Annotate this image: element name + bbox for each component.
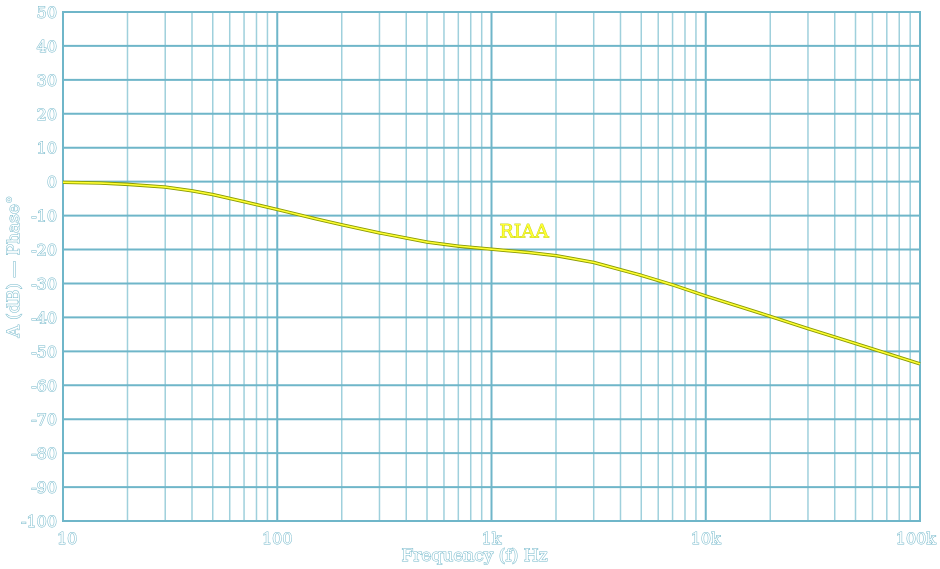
y-tick-label: 30 bbox=[37, 71, 57, 90]
y-tick-label: -30 bbox=[31, 274, 57, 293]
plot-frame bbox=[62, 11, 921, 522]
y-tick-labels: 50 40 30 20 10 0 -10 -20 -30 -40 -50 -60 -70 -80 -90 -1… bbox=[21, 3, 58, 532]
y-tick-label: 0 bbox=[47, 173, 57, 192]
y-tick-label: 40 bbox=[37, 37, 57, 56]
x-tick-label: 10 bbox=[57, 529, 77, 548]
x-tick-label: 100k bbox=[896, 529, 937, 548]
x-axis-label: Frequency (f) Hz bbox=[401, 546, 547, 566]
y-tick-label: -90 bbox=[31, 478, 57, 497]
y-tick-label: -60 bbox=[31, 376, 57, 395]
y-tick-label: -20 bbox=[31, 241, 57, 260]
x-tick-labels: 10 100 1k 10k 100k bbox=[57, 529, 937, 549]
x-tick-label: 1k bbox=[482, 529, 502, 548]
y-tick-label: -50 bbox=[31, 342, 57, 361]
y-axis-label: A (dB) — Phase° bbox=[4, 196, 24, 339]
y-tick-label: -100 bbox=[21, 512, 57, 531]
series-label-riaa: RIAA bbox=[500, 221, 550, 243]
x-tick-label: 10k bbox=[691, 529, 721, 548]
y-tick-label: -40 bbox=[31, 308, 57, 327]
y-tick-label: 50 bbox=[37, 3, 57, 22]
y-tick-label: -10 bbox=[31, 207, 57, 226]
series-line-riaa bbox=[62, 181, 921, 365]
series-group: RIAA bbox=[62, 180, 921, 366]
y-tick-label: 20 bbox=[37, 105, 57, 124]
y-tick-label: -80 bbox=[31, 444, 57, 463]
y-tick-label: 10 bbox=[37, 139, 57, 158]
y-tick-label: -70 bbox=[31, 410, 57, 429]
minor-gridlines bbox=[126, 12, 911, 521]
x-tick-label: 100 bbox=[262, 529, 293, 548]
